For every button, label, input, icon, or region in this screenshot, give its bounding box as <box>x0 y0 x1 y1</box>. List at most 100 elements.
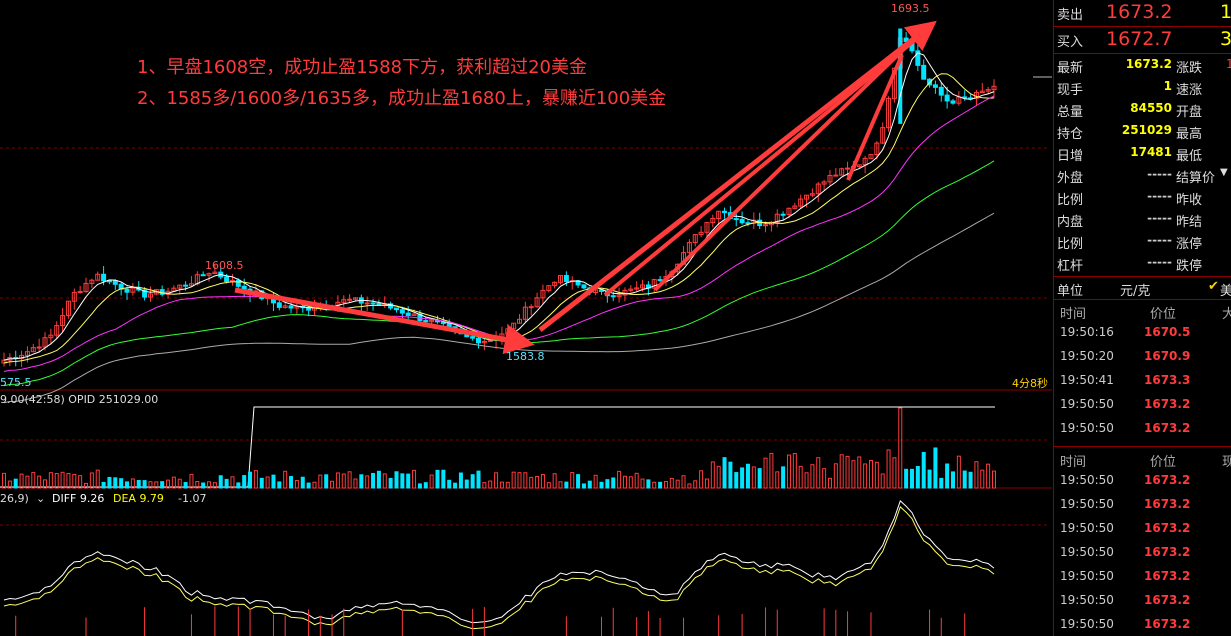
volume-bar <box>230 476 235 489</box>
volume-bar <box>646 479 651 489</box>
tick-price: 1673.2 <box>1144 473 1191 487</box>
tick-row[interactable]: 19:50:20 1670.9 <box>1054 344 1231 368</box>
candle-body <box>235 279 241 287</box>
volume-bar <box>904 468 909 489</box>
long-arrow-1 <box>538 20 937 332</box>
tick-price: 1673.2 <box>1144 497 1191 511</box>
candle-body <box>534 297 540 308</box>
volume-bar <box>353 478 358 489</box>
volume-bar <box>874 461 879 489</box>
candle-body <box>558 275 564 283</box>
chart-svg <box>0 20 1052 636</box>
candle-body <box>628 288 634 291</box>
volume-bar <box>101 481 106 489</box>
volume-bar <box>318 474 323 489</box>
stat-key: 内盘 <box>1057 215 1084 230</box>
volume-bar <box>769 452 774 489</box>
candle-body <box>429 319 435 323</box>
candle-body <box>716 210 722 219</box>
volume-bar <box>511 471 516 489</box>
candle-body <box>827 174 833 183</box>
stat-row: 比例 ----- 涨停 <box>1054 230 1231 252</box>
macd-dropdown-icon[interactable]: ⌄ <box>36 492 46 505</box>
candle-body <box>411 313 417 316</box>
volume-bar <box>710 461 715 489</box>
volume-bar <box>224 478 229 489</box>
tick-time: 19:50:50 <box>1060 545 1114 559</box>
volume-bar <box>722 457 727 489</box>
volume-bar <box>341 473 346 489</box>
volume-bar <box>142 480 147 489</box>
volume-bar <box>986 463 991 489</box>
tick-row[interactable]: 19:50:50 1673.2 <box>1054 392 1231 416</box>
volume-bar <box>950 471 955 489</box>
tick-row[interactable]: 19:50:16 1670.5 <box>1054 320 1231 344</box>
volume-bar <box>699 470 704 489</box>
candle-body <box>241 285 247 290</box>
tick-row[interactable]: 19:50:50 1673.2 <box>1054 612 1231 636</box>
stat-row: 持仓 251029 最高 <box>1054 120 1231 142</box>
check-icon[interactable]: ✔ <box>1208 279 1219 294</box>
long-arrow-4 <box>846 54 904 181</box>
volume-bar <box>927 469 932 489</box>
dea-label: DEA 9.79 <box>113 492 164 505</box>
stat-key-2: 涨停 <box>1176 237 1203 252</box>
candle-body <box>288 305 294 309</box>
tick-row[interactable]: 19:50:50 1673.2 <box>1054 540 1231 564</box>
volume-bar <box>359 474 364 489</box>
stat-row: 内盘 ----- 昨结 <box>1054 208 1231 230</box>
label-peak-left: 1608.5 <box>205 259 244 272</box>
candle-body <box>722 210 728 214</box>
volume-bar <box>72 473 77 489</box>
label-start-low: 575.5 <box>0 376 32 389</box>
volume-bar <box>622 475 627 489</box>
tick-row[interactable]: 19:50:41 1673.3 <box>1054 368 1231 392</box>
tick-row[interactable]: 19:50:50 1673.2 <box>1054 516 1231 540</box>
candle-body <box>809 193 815 196</box>
candle-body <box>282 305 288 308</box>
sell-row[interactable]: 卖出 1673.2 1 <box>1054 0 1231 27</box>
candle-body <box>938 86 944 96</box>
volume-bar <box>745 463 750 489</box>
volume-bar <box>125 481 130 489</box>
tick-time: 19:50:41 <box>1060 373 1114 387</box>
stat-key: 最新 <box>1057 61 1084 76</box>
tick-row[interactable]: 19:50:50 1673.2 <box>1054 416 1231 440</box>
tick-row[interactable]: 19:50:50 1673.2 <box>1054 564 1231 588</box>
candle-body <box>341 299 347 303</box>
volume-bar <box>669 477 674 489</box>
volume-bar <box>312 481 317 489</box>
candle-body <box>657 279 663 282</box>
volume-bar <box>757 468 762 489</box>
quote-panel: 卖出 1673.2 1 买入 1672.7 3 最新1673.2涨跌10现手1速… <box>1053 0 1231 636</box>
volume-bar <box>968 471 973 489</box>
tick-row[interactable]: 19:50:50 1673.2 <box>1054 588 1231 612</box>
volume-bar <box>406 473 411 489</box>
stat-key: 杠杆 <box>1057 259 1084 274</box>
candle-body <box>89 279 95 284</box>
volume-bar <box>253 470 258 489</box>
volume-bar <box>324 474 329 489</box>
stat-row: 现手 1 速涨 <box>1054 76 1231 98</box>
candle-body <box>147 293 153 298</box>
tick-row[interactable]: 19:50:50 1673.2 <box>1054 468 1231 492</box>
candle-body <box>845 167 851 170</box>
buy-qty: 3 <box>1220 28 1231 50</box>
chart-area[interactable]: 1、早盘1608空，成功止盈1588下方，获利超过20美金 2、1585多/16… <box>0 0 1052 636</box>
tick-time: 19:50:50 <box>1060 497 1114 511</box>
volume-bar <box>464 479 469 489</box>
candle-body <box>347 298 353 301</box>
volume-bar <box>482 482 487 489</box>
volume-bar <box>663 480 668 489</box>
volume-bar <box>148 481 153 489</box>
volume-bar <box>48 472 53 489</box>
macd-param-label[interactable]: 26,9) <box>0 492 29 505</box>
volume-bar <box>529 476 534 489</box>
volume-bar <box>37 475 42 489</box>
candle-body <box>833 174 839 177</box>
candle-body <box>839 168 845 176</box>
volume-bar <box>945 463 950 489</box>
tick-row[interactable]: 19:50:50 1673.2 <box>1054 492 1231 516</box>
chevron-down-icon[interactable]: ▼ <box>1220 167 1228 178</box>
buy-row[interactable]: 买入 1672.7 3 <box>1054 27 1231 54</box>
